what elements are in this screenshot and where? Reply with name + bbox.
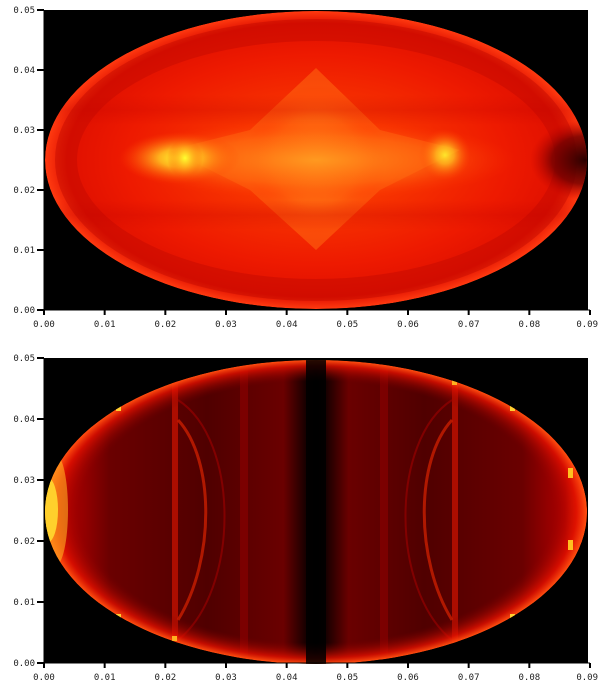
bottom-y-tick-label: 0.02: [13, 537, 35, 547]
top-y-tick-label: 0.05: [13, 6, 35, 16]
bottom-center-dark-stripe: [306, 360, 326, 664]
top-y-axis: 0.00 0.01 0.02 0.03 0.04 0.05: [13, 6, 44, 316]
bottom-x-tick-label: 0.06: [397, 673, 419, 683]
bottom-y-axis: 0.00 0.01 0.02 0.03 0.04 0.05: [13, 354, 44, 669]
top-x-tick-label: 0.08: [518, 320, 540, 330]
top-heatmap-field: [45, 11, 587, 309]
top-y-tick-label: 0.02: [13, 186, 35, 196]
top-x-tick-label: 0.06: [397, 320, 419, 330]
bottom-y-tick-label: 0.05: [13, 354, 35, 364]
bottom-x-axis: 0.00 0.01 0.02 0.03 0.04 0.05 0.06 0.07 0.08 0.09: [33, 663, 598, 683]
top-y-tick-label: 0.03: [13, 126, 35, 136]
bottom-x-tick-label: 0.05: [336, 673, 358, 683]
top-x-tick-label: 0.07: [458, 320, 480, 330]
top-coolspot-right: [530, 120, 587, 200]
bottom-y-tick-label: 0.00: [13, 659, 35, 669]
bottom-x-tick-label: 0.04: [276, 673, 298, 683]
bottom-x-tick-label: 0.03: [215, 673, 237, 683]
top-y-tick-label: 0.00: [13, 306, 35, 316]
top-heatmap-panel: 0.00 0.01 0.02 0.03 0.04 0.05 0.06 0.07 0.08 0.09…: [13, 6, 598, 330]
bottom-y-tick-label: 0.03: [13, 476, 35, 486]
bottom-x-tick-label: 0.07: [458, 673, 480, 683]
top-x-tick-label: 0.04: [276, 320, 298, 330]
top-x-tick-label: 0.01: [94, 320, 116, 330]
bottom-y-tick-label: 0.04: [13, 415, 35, 425]
bottom-x-tick-label: 0.02: [154, 673, 176, 683]
top-x-tick-label: 0.02: [154, 320, 176, 330]
bottom-heatmap-panel: 0.00 0.01 0.02 0.03 0.04 0.05 0.06 0.07 0.08 0.09…: [13, 354, 598, 683]
top-x-tick-label: 0.05: [336, 320, 358, 330]
bottom-y-tick-label: 0.01: [13, 598, 35, 608]
top-x-tick-label: 0.03: [215, 320, 237, 330]
bottom-heatmap-field: [45, 360, 587, 664]
bottom-x-tick-label: 0.01: [94, 673, 116, 683]
top-x-tick-label: 0.09: [576, 320, 598, 330]
top-y-tick-label: 0.04: [13, 66, 35, 76]
top-x-tick-label: 0.00: [33, 320, 55, 330]
bottom-x-tick-label: 0.08: [518, 673, 540, 683]
top-y-tick-label: 0.01: [13, 246, 35, 256]
top-x-axis: 0.00 0.01 0.02 0.03 0.04 0.05 0.06 0.07 0.08 0.09: [33, 310, 598, 330]
top-hotspot-right: [419, 129, 471, 181]
bottom-x-tick-label: 0.00: [33, 673, 55, 683]
bottom-x-tick-label: 0.09: [576, 673, 598, 683]
